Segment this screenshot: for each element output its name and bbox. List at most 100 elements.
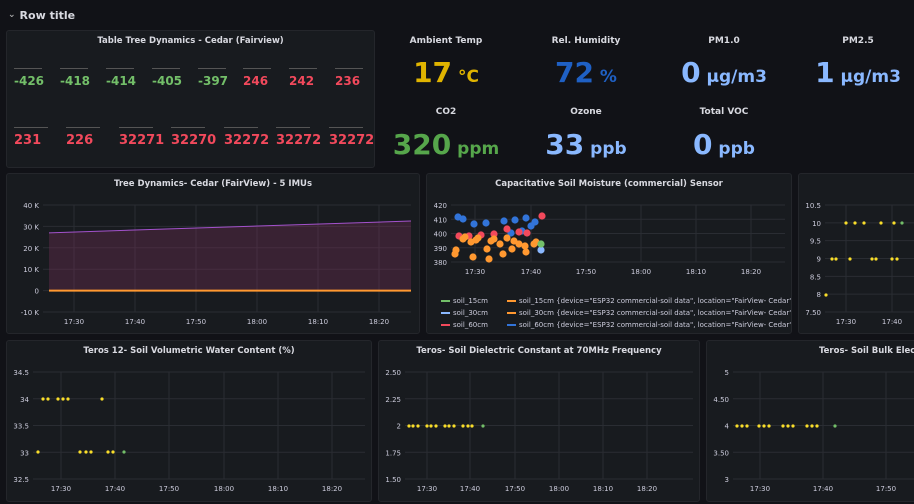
y-tick-label: 1.50 xyxy=(385,476,401,484)
cell-text: 32270 xyxy=(171,133,217,148)
data-point xyxy=(900,221,904,225)
series-area xyxy=(49,221,411,291)
cell-bar xyxy=(198,68,226,69)
y-tick-label: 32.5 xyxy=(13,476,29,484)
data-point xyxy=(490,230,498,238)
table-value: 226 xyxy=(66,127,100,148)
legend-item[interactable]: soil_60cm {device="ESP32 commercial-soil… xyxy=(507,321,791,329)
partial-chart: 10.5 10 9.5 9 8.5 8 7.50 17:30 17:40 xyxy=(805,202,914,326)
y-tick-label: 400 xyxy=(434,231,447,239)
panel-title[interactable]: Capacitative Soil Moisture (commercial) … xyxy=(495,179,723,189)
data-point xyxy=(461,233,469,241)
data-point xyxy=(466,424,470,428)
series-line xyxy=(48,220,412,234)
stat-unit: % xyxy=(594,67,617,87)
cell-bar xyxy=(171,127,205,128)
y-tick-label: 34.5 xyxy=(13,369,29,377)
data-point xyxy=(36,450,40,454)
panel-title[interactable]: Tree Dynamics- Cedar (FairView) - 5 IMUs xyxy=(113,179,313,189)
data-point xyxy=(510,237,518,245)
cell-text: -418 xyxy=(60,74,91,88)
y-tick-label: 8.5 xyxy=(810,273,821,281)
data-point xyxy=(41,397,45,401)
y-tick-label: 390 xyxy=(434,245,447,253)
stat-value: 72 % xyxy=(516,56,656,89)
x-tick-label: 17:30 xyxy=(64,318,84,326)
y-tick-label: 2 xyxy=(397,423,401,431)
data-point xyxy=(496,240,504,248)
x-tick-label: 17:30 xyxy=(836,318,856,326)
table-value: 32270 xyxy=(171,127,217,148)
data-point xyxy=(522,248,530,256)
data-point xyxy=(521,242,529,250)
data-point xyxy=(470,424,474,428)
teros12-vwc-chart: 34.5 34 33.5 33 32.5 17:30 17:40 17:50 18:00 18:1… xyxy=(13,369,365,493)
panel-title[interactable]: Table Tree Dynamics - Cedar (Fairview) xyxy=(97,36,284,46)
y-tick-label: 9.5 xyxy=(810,238,821,246)
y-tick-label: 4 xyxy=(725,423,730,431)
y-tick-label: 3.50 xyxy=(713,449,729,457)
cell-bar xyxy=(14,127,48,128)
data-point xyxy=(895,257,899,261)
legend-item[interactable]: soil_30cm {device="ESP32 commercial-soil… xyxy=(507,309,791,317)
x-tick-label: 18:20 xyxy=(369,318,389,326)
panel-title[interactable]: Teros 12- Soil Volumetric Water Content … xyxy=(83,346,295,356)
cell-bar xyxy=(224,127,258,128)
x-tick-label: 18:00 xyxy=(549,485,569,493)
cell-bar xyxy=(14,68,42,69)
cell-text: 32272 xyxy=(224,133,270,148)
data-point xyxy=(500,217,508,225)
legend-label: soil_60cm xyxy=(453,321,488,329)
soil-moisture-panel: Capacitative Soil Moisture (commercial) … xyxy=(426,173,792,334)
legend-swatch xyxy=(441,300,450,302)
row-header[interactable]: ⌄ Row title xyxy=(0,0,914,30)
soil-moisture-chart: 420 410 400 390 380 17:30 17:40 17:50 18:00 18:10… xyxy=(434,202,785,276)
data-point xyxy=(805,424,809,428)
data-point xyxy=(482,219,490,227)
data-point xyxy=(848,257,852,261)
tree-dynamics-chart: 40 K 30 K 20 K 10 K 0 -10 K 17:30 17:40 17:50 18:… xyxy=(21,202,412,326)
stat-unit: °C xyxy=(452,67,479,87)
table-value: 32272 xyxy=(224,127,270,148)
x-tick-label: 17:50 xyxy=(876,485,896,493)
data-point xyxy=(452,246,460,254)
data-point xyxy=(791,424,795,428)
stat-value: 33 ppb xyxy=(516,128,656,161)
data-point xyxy=(767,424,771,428)
legend-label: soil_15cm xyxy=(453,297,488,305)
y-tick-label: -10 K xyxy=(21,309,40,317)
legend-item[interactable]: soil_15cm xyxy=(441,297,488,305)
legend-item[interactable]: soil_30cm xyxy=(441,309,488,317)
table-value: 231 xyxy=(14,127,48,148)
y-tick-label: 34 xyxy=(20,396,29,404)
legend-item[interactable]: soil_15cm {device="ESP32 commercial-soil… xyxy=(507,297,791,305)
stat-unit: μg/m3 xyxy=(700,67,767,87)
data-point xyxy=(830,257,834,261)
table-value: 32272 xyxy=(276,127,321,148)
data-point xyxy=(735,424,739,428)
y-tick-label: 2.50 xyxy=(385,369,401,377)
chevron-down-icon[interactable]: ⌄ xyxy=(8,10,16,20)
cell-bar xyxy=(335,68,363,69)
x-tick-label: 17:40 xyxy=(521,268,541,276)
x-tick-label: 17:50 xyxy=(159,485,179,493)
x-tick-label: 18:00 xyxy=(214,485,234,493)
data-point xyxy=(434,424,438,428)
stat-label: PM1.0 xyxy=(708,36,740,46)
legend-item[interactable]: soil_60cm xyxy=(441,321,488,329)
stat-label: Rel. Humidity xyxy=(551,36,621,46)
panel-title[interactable]: Teros- Soil Bulk Electric xyxy=(819,346,914,356)
data-point xyxy=(483,245,491,253)
y-tick-label: 2.25 xyxy=(385,396,401,404)
data-point xyxy=(745,424,749,428)
data-point xyxy=(443,424,447,428)
cell-text: 226 xyxy=(66,133,94,148)
data-point xyxy=(490,235,498,243)
cell-bar xyxy=(289,68,317,69)
data-point xyxy=(862,221,866,225)
data-point xyxy=(834,257,838,261)
stat-unit: ppb xyxy=(584,139,627,159)
legend-swatch xyxy=(507,300,516,302)
x-tick-label: 18:00 xyxy=(631,268,651,276)
panel-title[interactable]: Teros- Soil Dielectric Constant at 70MHz… xyxy=(416,346,662,356)
